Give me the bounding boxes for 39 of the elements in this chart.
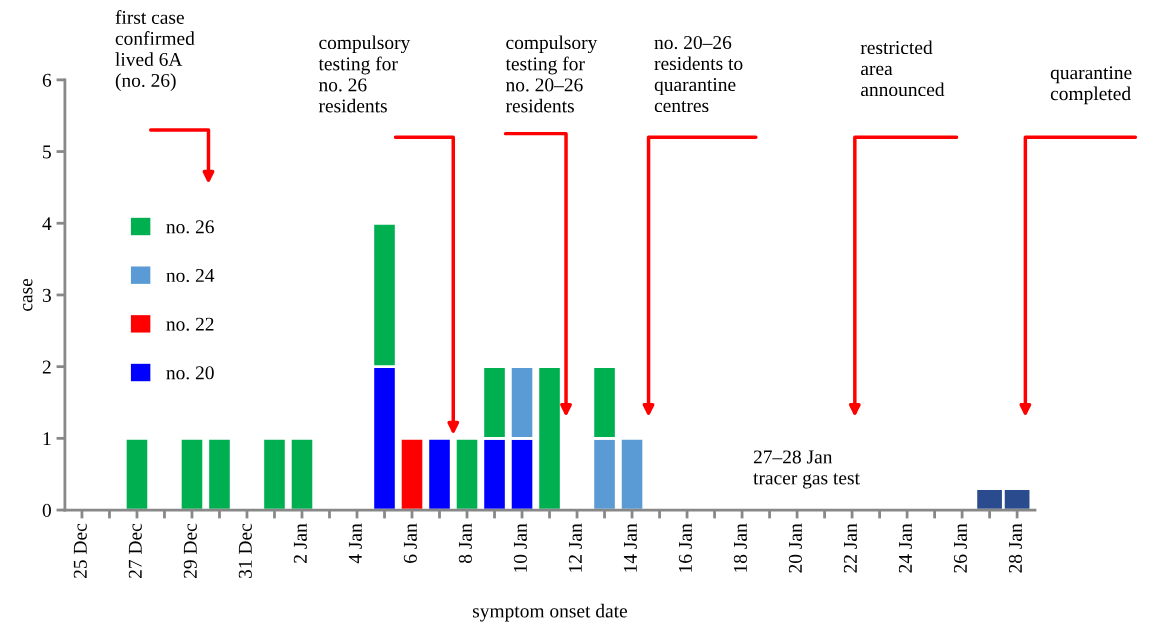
legend-label: no. 20 xyxy=(166,366,214,380)
x-tick-label: 10 Jan xyxy=(513,523,527,572)
x-tick-label: 2 Jan xyxy=(293,523,307,563)
legend-label: no. 26 xyxy=(166,220,214,234)
annotation: restricted area announced xyxy=(860,40,945,97)
y-tick-label: 4 xyxy=(42,217,52,230)
annotation: compulsory testing for no. 20–26 residents xyxy=(505,35,598,113)
x-tick-label: 14 Jan xyxy=(623,523,637,572)
y-tick-label: 0 xyxy=(42,503,51,517)
x-tick-label: 12 Jan xyxy=(568,523,582,572)
text: quarantine completed xyxy=(1050,66,1132,105)
annotation: first case confirmed lived 6A (no. 26) xyxy=(115,10,195,91)
y-axis-title: case xyxy=(23,278,33,311)
x-tick-label: 20 Jan xyxy=(788,523,802,573)
x-tick-label: 28 Jan xyxy=(1008,523,1022,573)
bar xyxy=(123,436,151,511)
x-tick-label: 26 Jan xyxy=(953,523,967,573)
y-tick-label: 3 xyxy=(42,288,51,302)
x-tick-label: 25 Dec xyxy=(73,523,87,578)
x-axis-title: symptom onset date xyxy=(472,603,628,622)
x-tick-label: 8 Jan xyxy=(458,523,472,564)
x-tick-label: 29 Dec xyxy=(183,523,197,578)
annotation: no. 20–26 residents to quarantine centres xyxy=(654,35,743,113)
y-tick-label: 2 xyxy=(42,360,51,374)
annotation: 27–28 Jan tracer gas test xyxy=(753,450,860,489)
x-tick-label: 6 Jan xyxy=(403,523,417,563)
x-tick-label: 18 Jan xyxy=(733,523,747,572)
y-tick-label: 5 xyxy=(43,145,51,159)
legend-label: no. 22 xyxy=(166,317,214,331)
legend-label: no. 24 xyxy=(166,268,215,283)
x-tick-label: 24 Jan xyxy=(898,523,912,573)
x-tick-label: 4 Jan xyxy=(348,523,362,564)
x-tick-label: 22 Jan xyxy=(843,523,857,573)
y-tick-label: 6 xyxy=(42,73,52,87)
x-tick-label: 16 Jan xyxy=(678,523,692,572)
x-tick-label: 31 Dec xyxy=(238,523,252,578)
annotation: compulsory testing for no. 26 residents xyxy=(318,35,411,113)
x-tick-label: 27 Dec xyxy=(128,523,142,578)
y-tick-label: 1 xyxy=(43,432,51,446)
